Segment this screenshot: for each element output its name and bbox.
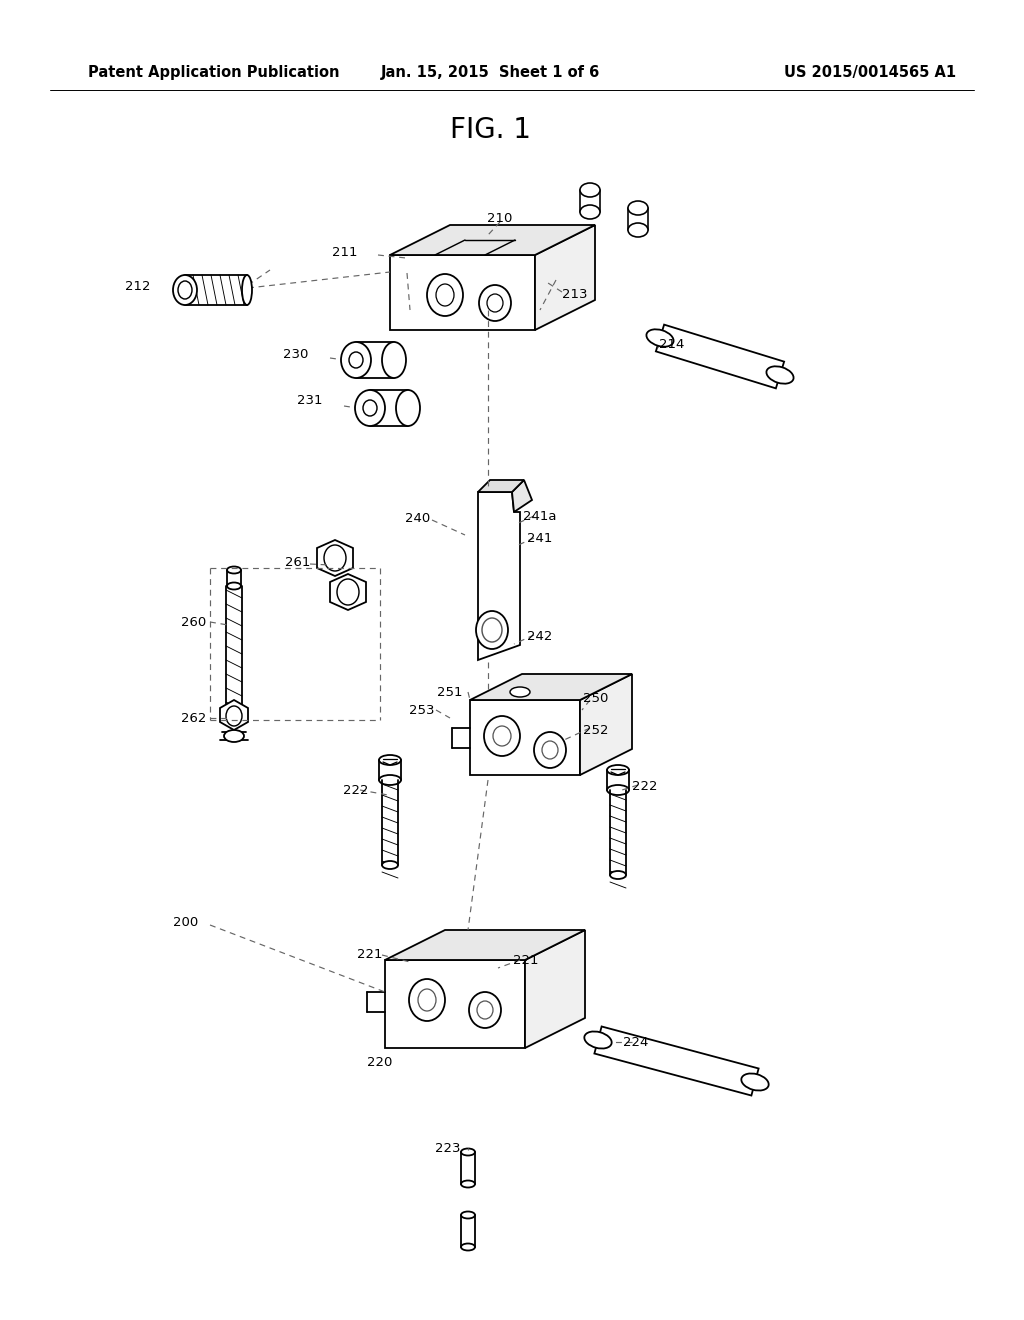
Ellipse shape xyxy=(628,201,648,215)
Ellipse shape xyxy=(585,1031,611,1048)
Text: 251: 251 xyxy=(437,685,463,698)
Ellipse shape xyxy=(379,775,401,785)
Polygon shape xyxy=(470,700,580,775)
Text: Patent Application Publication: Patent Application Publication xyxy=(88,65,340,79)
Text: FIG. 1: FIG. 1 xyxy=(450,116,530,144)
Ellipse shape xyxy=(224,730,244,742)
Text: 222: 222 xyxy=(343,784,369,796)
Text: 220: 220 xyxy=(368,1056,392,1068)
Polygon shape xyxy=(390,224,595,255)
Text: 250: 250 xyxy=(584,692,608,705)
Ellipse shape xyxy=(741,1073,769,1090)
Text: 211: 211 xyxy=(332,246,357,259)
Polygon shape xyxy=(220,700,248,730)
Text: 224: 224 xyxy=(624,1035,648,1048)
Ellipse shape xyxy=(580,183,600,197)
Polygon shape xyxy=(478,492,520,660)
Ellipse shape xyxy=(396,389,420,426)
Ellipse shape xyxy=(427,275,463,315)
Polygon shape xyxy=(470,675,632,700)
Text: 221: 221 xyxy=(357,948,383,961)
Text: 241a: 241a xyxy=(523,510,557,523)
Polygon shape xyxy=(385,931,585,960)
Text: 200: 200 xyxy=(173,916,199,928)
Text: 230: 230 xyxy=(284,347,308,360)
Ellipse shape xyxy=(227,582,241,590)
Text: 260: 260 xyxy=(181,615,207,628)
Ellipse shape xyxy=(580,205,600,219)
Text: 222: 222 xyxy=(632,780,657,792)
Text: 223: 223 xyxy=(435,1142,461,1155)
Polygon shape xyxy=(390,255,535,330)
Text: 214: 214 xyxy=(659,338,685,351)
Ellipse shape xyxy=(242,275,252,305)
Ellipse shape xyxy=(382,861,398,869)
Text: US 2015/0014565 A1: US 2015/0014565 A1 xyxy=(784,65,956,79)
Polygon shape xyxy=(656,325,784,388)
Ellipse shape xyxy=(479,285,511,321)
Ellipse shape xyxy=(382,342,406,378)
Text: 261: 261 xyxy=(286,556,310,569)
Ellipse shape xyxy=(355,389,385,426)
Polygon shape xyxy=(385,960,525,1048)
Ellipse shape xyxy=(628,223,648,238)
Polygon shape xyxy=(535,224,595,330)
Ellipse shape xyxy=(341,342,371,378)
Text: 262: 262 xyxy=(181,711,207,725)
Polygon shape xyxy=(525,931,585,1048)
Polygon shape xyxy=(478,480,524,492)
Ellipse shape xyxy=(469,993,501,1028)
Text: Jan. 15, 2015  Sheet 1 of 6: Jan. 15, 2015 Sheet 1 of 6 xyxy=(380,65,600,79)
Polygon shape xyxy=(317,540,353,576)
Ellipse shape xyxy=(461,1180,475,1188)
Ellipse shape xyxy=(766,367,794,384)
Text: 231: 231 xyxy=(297,393,323,407)
Ellipse shape xyxy=(227,566,241,573)
Text: 221: 221 xyxy=(513,953,539,966)
Ellipse shape xyxy=(461,1243,475,1250)
Polygon shape xyxy=(580,675,632,775)
Text: 242: 242 xyxy=(527,630,553,643)
Text: 212: 212 xyxy=(125,280,151,293)
Polygon shape xyxy=(512,480,532,512)
Ellipse shape xyxy=(607,766,629,775)
Ellipse shape xyxy=(461,1148,475,1155)
Ellipse shape xyxy=(510,686,530,697)
Ellipse shape xyxy=(173,275,197,305)
Text: 252: 252 xyxy=(584,723,608,737)
Ellipse shape xyxy=(476,611,508,649)
Ellipse shape xyxy=(484,715,520,756)
Text: 253: 253 xyxy=(410,704,435,717)
Text: 240: 240 xyxy=(406,511,431,524)
Ellipse shape xyxy=(461,1212,475,1218)
Ellipse shape xyxy=(409,979,445,1020)
Text: 213: 213 xyxy=(562,288,588,301)
Polygon shape xyxy=(594,1027,759,1096)
Polygon shape xyxy=(330,574,366,610)
Ellipse shape xyxy=(646,329,674,347)
Text: 210: 210 xyxy=(487,211,513,224)
Text: 241: 241 xyxy=(527,532,553,544)
Ellipse shape xyxy=(534,733,566,768)
Ellipse shape xyxy=(607,785,629,795)
Ellipse shape xyxy=(379,755,401,766)
Ellipse shape xyxy=(610,871,626,879)
